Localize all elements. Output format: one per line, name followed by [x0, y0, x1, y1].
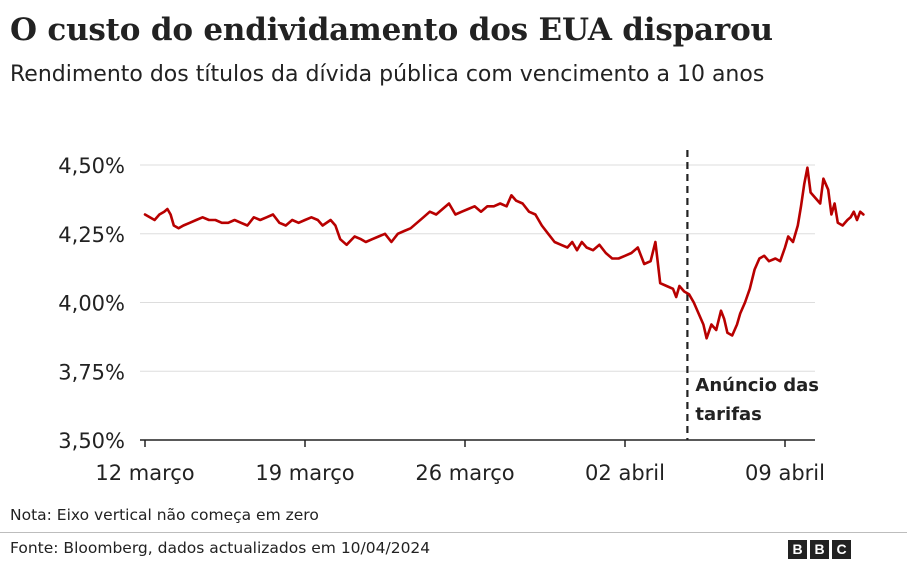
x-tick-label: 02 abril: [585, 461, 665, 485]
bbc-logo-letter-1: B: [788, 540, 807, 559]
x-tick-label: 19 março: [255, 461, 354, 485]
y-tick-label: 4,25%: [58, 223, 125, 247]
line-chart: 3,50% 3,75% 4,00% 4,25% 4,50% 12 março 19 mar…: [58, 150, 865, 485]
chart-source: Fonte: Bloomberg, dados actualizados em …: [10, 539, 431, 557]
series-line: [143, 166, 865, 340]
chart-note: Nota: Eixo vertical não começa em zero: [10, 506, 319, 524]
x-tick-label: 12 março: [95, 461, 194, 485]
y-tick-label: 3,50%: [58, 429, 125, 453]
bbc-logo: B B C: [788, 540, 851, 559]
annotation-label: tarifas: [695, 404, 762, 425]
footer-divider: [0, 532, 907, 533]
y-tick-label: 4,00%: [58, 292, 125, 316]
chart-title: O custo do endividamento dos EUA disparo…: [10, 12, 773, 48]
annotation-label: Anúncio das: [695, 375, 819, 396]
y-tick-label: 3,75%: [58, 360, 125, 384]
bbc-logo-letter-3: C: [832, 540, 851, 559]
x-tick-label: 26 março: [415, 461, 514, 485]
chart-subtitle: Rendimento dos títulos da dívida pública…: [10, 62, 765, 87]
y-tick-label: 4,50%: [58, 154, 125, 178]
x-tick-label: 09 abril: [745, 461, 825, 485]
bbc-logo-letter-2: B: [810, 540, 829, 559]
